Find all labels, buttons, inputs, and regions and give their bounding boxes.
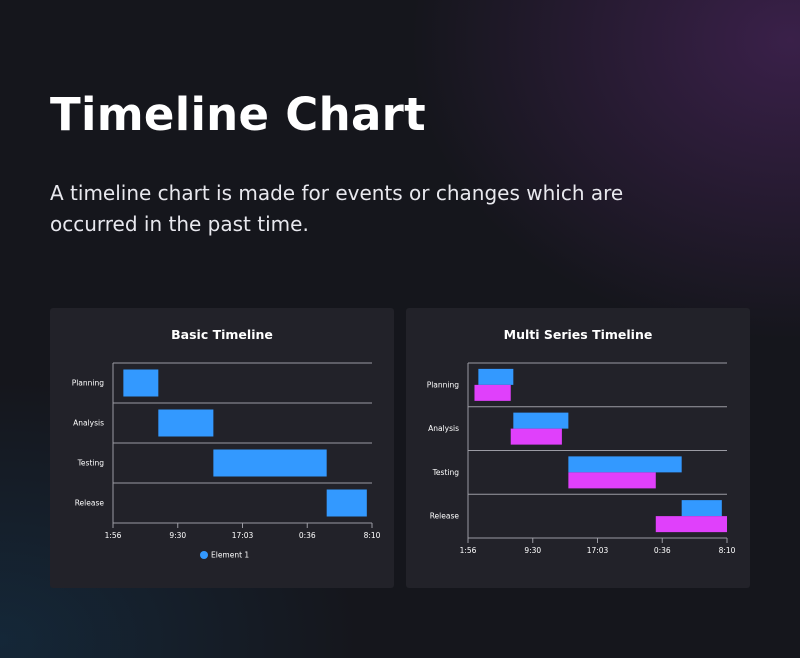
basic-timeline-card: Basic Timeline Planning Analysis Testing Rel… xyxy=(50,308,394,588)
category-label: Release xyxy=(430,512,460,521)
category-label: Testing xyxy=(432,468,460,477)
timeline-bar xyxy=(655,516,727,533)
basic-timeline-chart: Basic Timeline Planning Analysis Testing Rel… xyxy=(72,327,381,560)
timeline-bar xyxy=(123,369,159,397)
category-label: Analysis xyxy=(428,424,459,433)
x-tick-label: 17:03 xyxy=(587,546,609,555)
x-tick-label: 17:03 xyxy=(232,531,254,540)
timeline-bar xyxy=(326,489,367,517)
page-title: Timeline Chart xyxy=(50,88,426,141)
timeline-bar xyxy=(568,472,656,489)
legend-marker xyxy=(200,551,208,559)
chart-title: Basic Timeline xyxy=(171,327,273,342)
timeline-bar xyxy=(568,456,682,473)
timeline-bar xyxy=(513,412,569,429)
x-tick-label: 8:10 xyxy=(364,531,381,540)
category-label: Release xyxy=(75,499,105,508)
x-tick-label: 9:30 xyxy=(524,546,541,555)
category-label: Testing xyxy=(77,459,105,468)
timeline-bar xyxy=(681,500,722,517)
category-label: Analysis xyxy=(73,419,104,428)
x-tick-label: 0:36 xyxy=(299,531,316,540)
timeline-bar xyxy=(474,384,511,401)
x-tick-label: 1:56 xyxy=(460,546,477,555)
multi-series-timeline-card: Multi Series Timeline Planning Analysis Tes… xyxy=(406,308,750,588)
page-description: A timeline chart is made for events or c… xyxy=(50,181,624,236)
category-label: Planning xyxy=(72,379,105,388)
timeline-bar xyxy=(158,409,214,437)
category-label: Planning xyxy=(427,380,460,389)
timeline-bar xyxy=(478,368,514,385)
x-tick-label: 0:36 xyxy=(654,546,671,555)
x-tick-label: 1:56 xyxy=(105,531,122,540)
legend-label: Element 1 xyxy=(211,551,249,560)
timeline-bar xyxy=(510,428,562,445)
x-tick-label: 9:30 xyxy=(169,531,186,540)
multi-series-timeline-chart: Multi Series Timeline Planning Analysis Tes… xyxy=(427,327,736,555)
timeline-bar xyxy=(213,449,327,477)
chart-title: Multi Series Timeline xyxy=(504,327,653,342)
x-tick-label: 8:10 xyxy=(719,546,736,555)
